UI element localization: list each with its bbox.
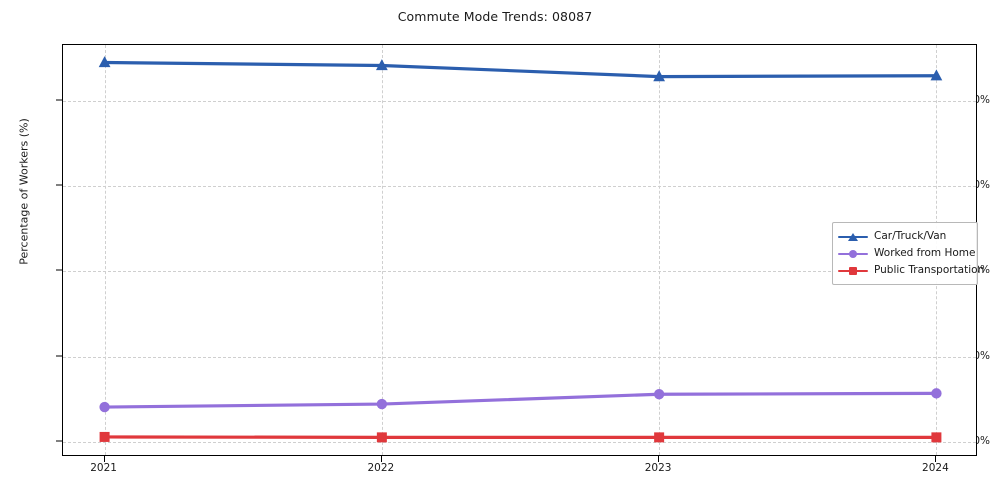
x-tick-mark [103,456,105,462]
gridline-y [63,100,976,102]
chart-title: Commute Mode Trends: 08087 [397,9,593,24]
series-public-transportation [99,431,942,443]
chart-legend[interactable]: Car/Truck/Van Worked from Home Public Tran… [832,222,984,285]
data-point-marker [930,69,943,81]
data-point-marker [653,70,666,82]
x-tick-label: 2023 [644,462,672,474]
legend-label: Worked from Home [874,247,976,259]
legend-item[interactable]: Car/Truck/Van [838,228,971,245]
gridline-x [659,45,661,455]
data-point-marker [931,432,942,443]
legend-swatch-circle-icon [838,248,868,260]
x-tick-mark [935,456,937,462]
x-tick-label: 2022 [367,462,395,474]
x-tick-mark [380,456,382,462]
plot-area [62,44,977,456]
data-point-marker [654,432,665,443]
legend-item[interactable]: Worked from Home [838,245,975,262]
legend-label: Public Transportation [874,264,985,276]
data-point-marker [376,432,387,443]
y-tick-mark [56,355,62,357]
legend-marker-square-icon [849,266,857,275]
y-tick-mark [56,99,62,100]
y-axis-label: Percentage of Workers (%) [17,118,31,265]
x-tick-label: 2021 [90,462,117,474]
y-tick-mark [56,269,62,271]
x-tick-label: 2024 [922,462,949,474]
legend-swatch-triangle-icon [838,231,868,243]
gridline-y [63,356,976,358]
gridline-y [63,185,976,187]
series-line [102,60,939,79]
data-point-marker [931,388,942,399]
y-tick-mark [56,184,62,186]
data-point-marker [375,59,388,71]
data-point-marker [98,56,111,68]
series-line [102,391,939,409]
data-point-marker [653,389,665,400]
data-point-marker [376,398,388,410]
legend-marker-circle-icon [849,249,857,258]
data-point-marker [99,401,110,413]
gridline-y [63,271,976,273]
series-car-truck-van [98,56,943,82]
legend-label: Car/Truck/Van [874,230,947,242]
y-tick-label: 0% [973,435,990,448]
gridline-x [381,45,383,455]
data-point-marker [99,431,110,442]
gridline-y [63,442,976,444]
legend-swatch-square-icon [838,265,868,277]
x-tick-mark [658,456,660,462]
y-tick-mark [56,440,62,442]
series-worked-from-home [99,388,942,413]
legend-marker-triangle-icon [848,232,858,241]
gridline-x [104,45,106,455]
data-series-layer [98,56,943,443]
legend-item[interactable]: Public Transportation [838,262,984,279]
